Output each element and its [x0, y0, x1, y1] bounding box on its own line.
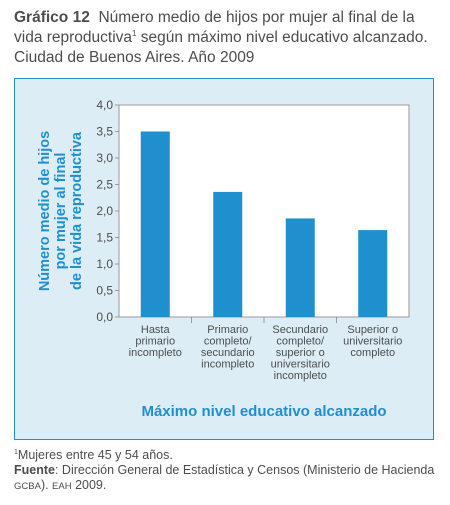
bar	[213, 191, 243, 317]
source-gcba: GCBA	[14, 481, 41, 492]
source-text: : Dirección General de Estadística y Cen…	[54, 463, 435, 477]
y-tick-label: 3,5	[96, 125, 113, 139]
title-text-continued: según máximo nivel educativo alcanzado. …	[14, 29, 428, 66]
footnote-mark: 1	[14, 448, 18, 456]
chart-notes: 1Mujeres entre 45 y 54 años. Fuente: Dir…	[14, 448, 438, 494]
x-tick-label: Primario completo/secundario incompleto	[201, 324, 255, 371]
y-axis-title: Número medio de hijos por mujer al final d…	[37, 131, 85, 291]
bars	[140, 131, 388, 317]
source-note: Fuente: Dirección General de Estadística…	[14, 463, 438, 494]
y-tick-label: 1,5	[96, 231, 113, 245]
x-axis-title: Máximo nivel educativo alcanzado	[141, 403, 386, 420]
source-eah: EAH	[52, 481, 72, 492]
footnote: 1Mujeres entre 45 y 54 años.	[14, 448, 438, 463]
y-tick-label: 1,0	[96, 257, 113, 271]
y-axis-title-line: Número medio de hijos	[37, 131, 53, 291]
x-tick-label: Hasta primario incompleto	[129, 324, 182, 359]
bar	[358, 230, 388, 317]
chart-panel: Número medio de hijos por mujer al final d…	[14, 78, 434, 440]
bar	[285, 218, 315, 317]
footnote-text: Mujeres entre 45 y 54 años.	[17, 448, 173, 462]
source-text-3: 2009.	[71, 478, 107, 492]
y-tick-label: 4,0	[96, 98, 113, 112]
source-text-2: ).	[40, 478, 53, 492]
x-axis: Hasta primario incompleto Primario completo/…	[129, 317, 402, 382]
bar	[140, 131, 170, 317]
figure-number: Gráfico 12	[14, 9, 90, 26]
y-tick-label: 3,0	[96, 151, 113, 165]
bar-chart: Número medio de hijos por mujer al final d…	[37, 98, 410, 420]
y-tick-label: 2,5	[96, 178, 113, 192]
x-tick-label: Superior o universitario completo	[343, 324, 402, 359]
y-tick-label: 2,0	[96, 204, 113, 218]
y-axis: 4,0 3,5 3,0 2,5 2,0 1,5 1,0 0,5 0,0	[96, 98, 119, 324]
chart-title: Gráfico 12 Número medio de hijos por muj…	[14, 8, 442, 68]
source-label: Fuente	[14, 463, 55, 477]
title-footnote-mark: 1	[132, 28, 137, 38]
x-tick-label: Secundario completo/superior o universitar…	[271, 324, 330, 382]
y-axis-title-line: por mujer al final	[53, 153, 69, 270]
y-tick-label: 0,5	[96, 284, 113, 298]
title-text: Número medio de hijos por mujer al final…	[14, 9, 415, 46]
y-axis-title-line: de la vida reproductiva	[69, 131, 85, 290]
y-tick-label: 0,0	[96, 310, 113, 324]
